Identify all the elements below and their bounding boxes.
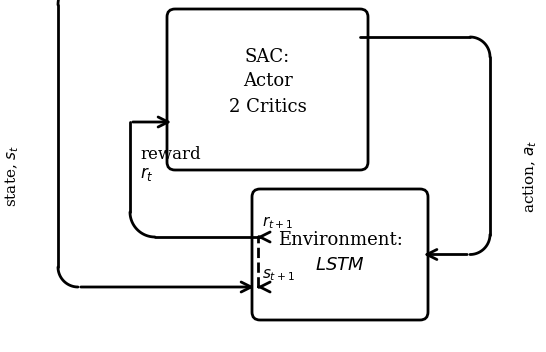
Text: $s_{t+1}$: $s_{t+1}$	[262, 267, 295, 283]
Text: $r_{t+1}$: $r_{t+1}$	[262, 214, 293, 231]
Text: SAC:
Actor
2 Critics: SAC: Actor 2 Critics	[229, 48, 306, 115]
Text: Environment:
$\it{LSTM}$: Environment: $\it{LSTM}$	[277, 231, 402, 274]
FancyBboxPatch shape	[252, 189, 428, 320]
Text: action, $a_t$: action, $a_t$	[521, 139, 539, 213]
Text: reward
$r_t$: reward $r_t$	[140, 146, 200, 183]
Text: state, $s_t$: state, $s_t$	[3, 145, 21, 207]
FancyBboxPatch shape	[167, 9, 368, 170]
